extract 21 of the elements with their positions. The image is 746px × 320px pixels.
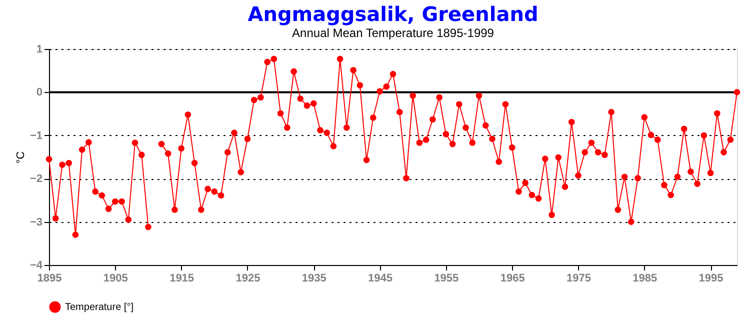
x-tick-label: 1925 — [236, 272, 260, 284]
x-tick-label: 1955 — [434, 272, 459, 284]
y-axis-title: °C — [14, 151, 27, 164]
x-tick-label: 1905 — [103, 272, 128, 284]
x-tick-label: 1995 — [698, 272, 724, 284]
y-tick-label: 1 — [36, 44, 42, 56]
y-tick-label: −3 — [30, 216, 42, 228]
x-tick-label: 1895 — [37, 272, 62, 284]
x-tick-label: 1965 — [500, 272, 525, 284]
y-tick-label: 0 — [36, 86, 42, 99]
legend-label: Temperature [°] — [65, 302, 134, 313]
x-tick-label: 1985 — [632, 272, 658, 284]
x-tick-label: 1945 — [368, 272, 393, 284]
chart-title: Angmaggsalik, Greenland — [248, 2, 538, 26]
chart-subtitle: Annual Mean Temperature 1895-1999 — [292, 26, 494, 40]
y-tick-label: −1 — [30, 130, 42, 142]
x-tick-label: 1915 — [170, 272, 194, 284]
x-tick-label: 1935 — [302, 272, 326, 284]
y-tick-label: −4 — [30, 260, 44, 272]
y-tick-label: −2 — [30, 173, 42, 186]
x-tick-label: 1975 — [566, 272, 591, 284]
